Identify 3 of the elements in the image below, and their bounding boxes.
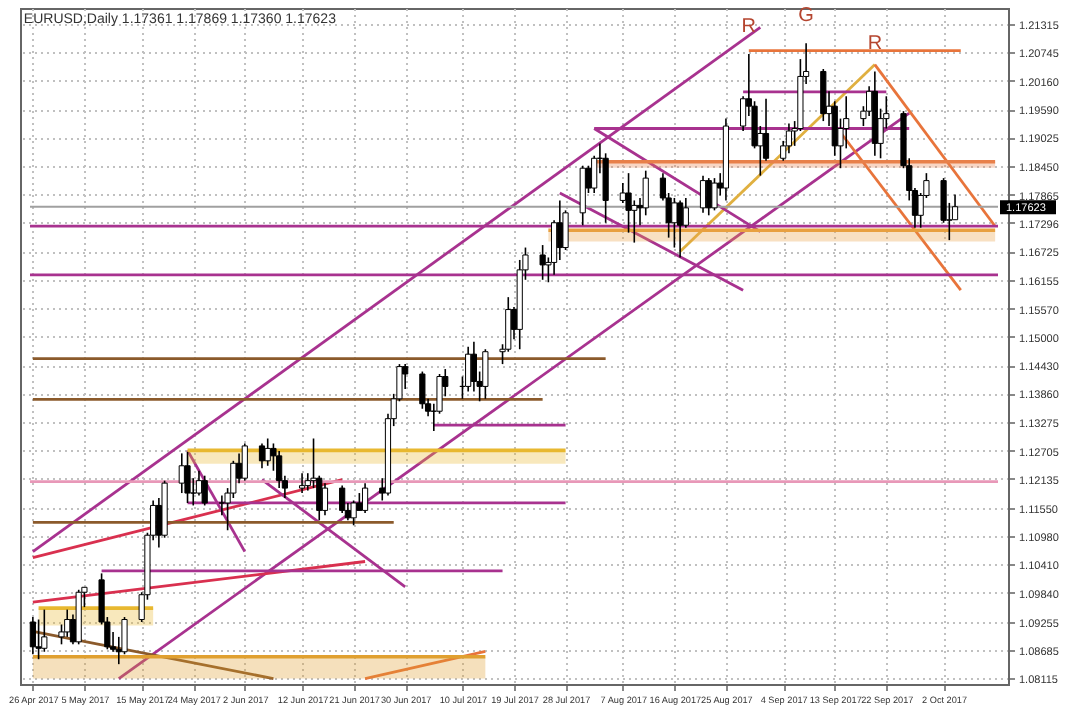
annotation: R (741, 16, 757, 39)
annotation: R (867, 33, 883, 56)
annotation: G (798, 5, 815, 28)
